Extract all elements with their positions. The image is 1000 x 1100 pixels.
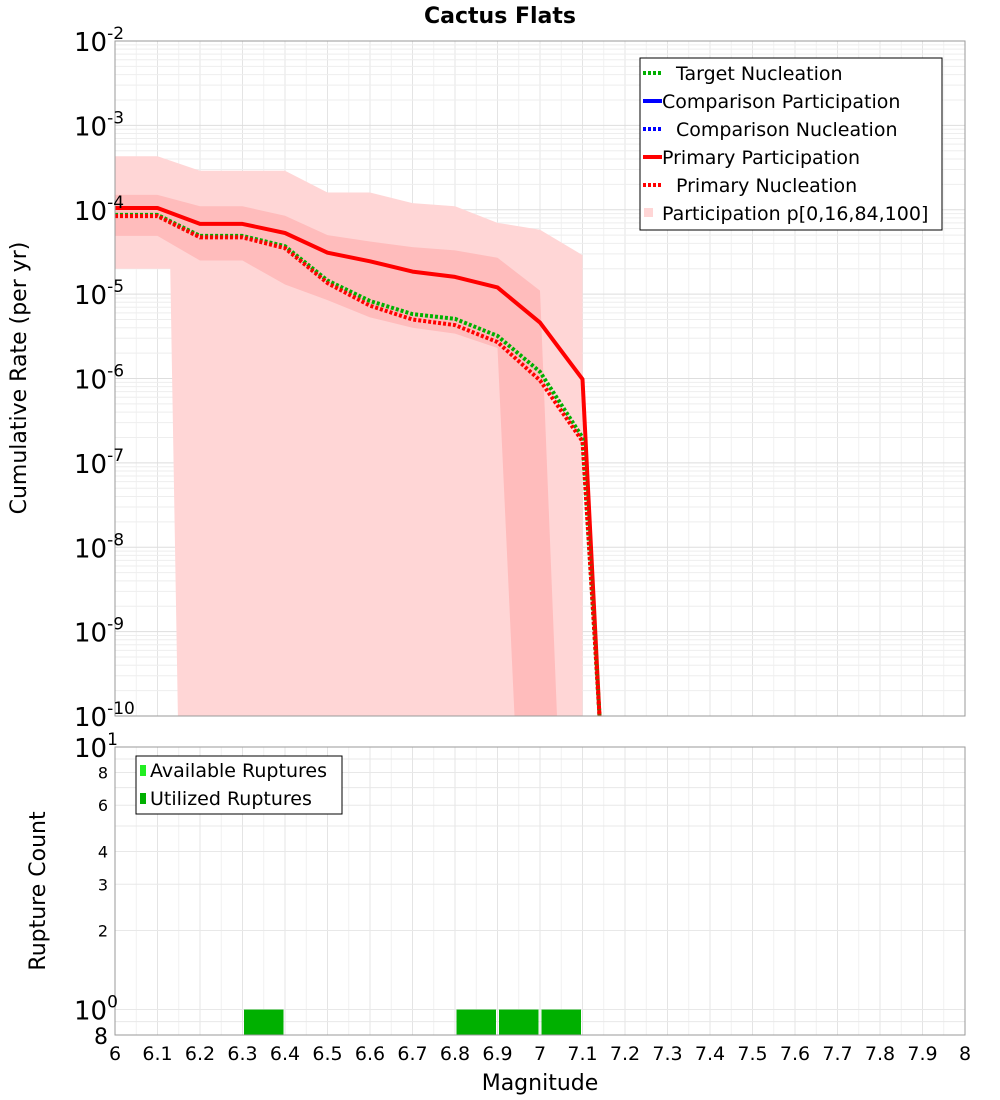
top-legend-box xyxy=(639,57,943,231)
x-tick-label: 7.3 xyxy=(652,1043,682,1065)
bottom-y-tick-label: 4 xyxy=(98,842,108,861)
legend-label: Participation p[0,16,84,100] xyxy=(662,203,928,225)
legend-label: Utilized Ruptures xyxy=(150,788,312,810)
series-primary-nucleation xyxy=(115,214,602,717)
x-tick-label: 7.4 xyxy=(695,1043,725,1065)
x-tick-label: 7 xyxy=(534,1043,546,1065)
bottom-y-tick-label: 3 xyxy=(98,875,108,894)
tick-exponent: -4 xyxy=(107,193,124,213)
bottom-plot-frame xyxy=(114,746,966,1036)
tick-exponent: -8 xyxy=(107,530,124,550)
rupture-bars xyxy=(244,1009,581,1035)
x-tick-label: 6.2 xyxy=(185,1043,215,1065)
x-tick-label: 6.5 xyxy=(312,1043,342,1065)
x-tick-label: 6.6 xyxy=(355,1043,385,1065)
tick-base: 10 xyxy=(74,619,107,649)
bottom-y-tick-label: 6 xyxy=(98,796,108,815)
top-plot-frame xyxy=(114,40,966,717)
tick-exponent: -5 xyxy=(107,277,124,297)
rupture-bar xyxy=(456,1009,496,1035)
rupture-bar xyxy=(499,1009,539,1035)
top-y-tick-label: 10-6 xyxy=(74,362,124,396)
top-y-tick-label: 10-5 xyxy=(74,277,124,311)
tick-exponent: 1 xyxy=(107,730,118,750)
legend-label: Comparison Participation xyxy=(662,91,900,113)
tick-base: 10 xyxy=(74,997,107,1027)
legend-label: Primary Nucleation xyxy=(676,175,857,197)
tick-base: 10 xyxy=(74,28,107,58)
tick-base: 10 xyxy=(74,450,107,480)
x-tick-label: 7.9 xyxy=(907,1043,937,1065)
x-tick-label: 6.3 xyxy=(227,1043,257,1065)
tick-base: 10 xyxy=(74,534,107,564)
top-y-tick-labels: 10-210-310-410-510-610-710-810-910-10 xyxy=(74,24,135,733)
tick-exponent: -2 xyxy=(107,24,124,44)
band-p16-p84 xyxy=(115,194,557,716)
x-tick-label: 6 xyxy=(109,1043,121,1065)
percentile-bands xyxy=(115,156,583,717)
bottom-legend: Available Ruptures Utilized Ruptures xyxy=(135,755,343,815)
tick-base: 10 xyxy=(74,197,107,227)
top-y-tick-label: 10-9 xyxy=(74,615,124,649)
bottom-legend-box xyxy=(135,755,343,815)
tick-exponent: -10 xyxy=(107,699,135,719)
legend-label: Primary Participation xyxy=(662,147,860,169)
legend-label: Comparison Nucleation xyxy=(676,119,898,141)
bottom-y-tick-label: 101 xyxy=(74,730,118,764)
x-tick-label: 7.1 xyxy=(567,1043,597,1065)
top-y-tick-label: 10-10 xyxy=(74,699,135,733)
series-target-nucleation xyxy=(115,212,602,717)
top-y-tick-label: 10-3 xyxy=(74,108,124,142)
x-tick-label: 7.8 xyxy=(865,1043,895,1065)
tick-base: 10 xyxy=(74,281,107,311)
legend-swatch xyxy=(140,765,146,776)
bottom-y-tick-label: 8 xyxy=(94,1025,108,1050)
x-axis-label: Magnitude xyxy=(482,1071,599,1096)
top-y-tick-label: 10-4 xyxy=(74,193,124,227)
bottom-y-tick-label: 2 xyxy=(98,922,108,941)
bottom-y-tick-label: 100 xyxy=(74,993,118,1027)
x-tick-label: 6.8 xyxy=(440,1043,470,1065)
top-y-tick-label: 10-8 xyxy=(74,530,124,564)
chart-title: Cactus Flats xyxy=(424,4,576,29)
series-primary-participation xyxy=(115,206,602,717)
x-tick-label: 7.5 xyxy=(737,1043,767,1065)
x-tick-label: 7.6 xyxy=(780,1043,810,1065)
legend-label: Available Ruptures xyxy=(150,760,327,782)
x-tick-label: 8 xyxy=(959,1043,971,1065)
x-tick-label: 7.7 xyxy=(822,1043,852,1065)
x-tick-label: 6.1 xyxy=(142,1043,172,1065)
top-y-tick-label: 10-2 xyxy=(74,24,124,58)
tick-exponent: -9 xyxy=(107,615,124,635)
rate-series xyxy=(115,206,602,717)
rupture-bar xyxy=(244,1009,284,1035)
tick-base: 10 xyxy=(74,703,107,733)
tick-exponent: -6 xyxy=(107,362,124,382)
top-y-tick-label: 10-7 xyxy=(74,446,124,480)
tick-exponent: -7 xyxy=(107,446,124,466)
rupture-bar xyxy=(541,1009,581,1035)
bottom-y-axis-label: Rupture Count xyxy=(26,811,51,971)
legend-swatch xyxy=(644,208,653,217)
legend-label: Target Nucleation xyxy=(675,63,843,85)
tick-base: 10 xyxy=(74,734,107,764)
tick-base: 10 xyxy=(74,112,107,142)
tick-exponent: -3 xyxy=(107,108,124,128)
top-legend: Target Nucleation Comparison Participatio… xyxy=(639,57,943,231)
x-tick-label: 6.7 xyxy=(397,1043,427,1065)
legend-swatch xyxy=(140,793,146,804)
x-tick-label: 7.2 xyxy=(610,1043,640,1065)
tick-base: 10 xyxy=(74,366,107,396)
bottom-y-tick-label: 8 xyxy=(98,763,108,782)
top-y-axis-label: Cumulative Rate (per yr) xyxy=(7,242,32,515)
x-tick-labels: 6 6.1 6.2 6.3 6.4 6.5 6.6 6.7 6.8 6.9 7 7.1 7.2 7.3 7.… xyxy=(109,1043,971,1065)
tick-exponent: 0 xyxy=(107,993,118,1013)
x-tick-label: 6.9 xyxy=(482,1043,512,1065)
x-tick-label: 6.4 xyxy=(270,1043,300,1065)
